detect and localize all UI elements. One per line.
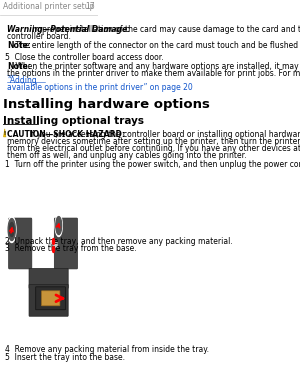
Text: “Adding: “Adding <box>7 76 37 85</box>
Text: 3  Remove the tray from the base.: 3 Remove the tray from the base. <box>4 244 136 253</box>
FancyBboxPatch shape <box>9 218 32 269</box>
Text: them off as well, and unplug any cables going into the printer.: them off as well, and unplug any cables … <box>7 151 247 160</box>
Text: If you are accessing the controller board or installing optional hardware or: If you are accessing the controller boar… <box>27 130 300 139</box>
FancyBboxPatch shape <box>36 287 65 310</box>
Polygon shape <box>4 129 6 137</box>
Text: memory devices sometime after setting up the printer, then turn the printer off,: memory devices sometime after setting up… <box>7 137 300 146</box>
Text: 5  Insert the tray into the base.: 5 Insert the tray into the base. <box>4 353 124 362</box>
FancyBboxPatch shape <box>29 268 68 288</box>
Circle shape <box>52 246 55 253</box>
Text: 4  Remove any packing material from inside the tray.: 4 Remove any packing material from insid… <box>4 345 208 354</box>
Text: CAUTION—SHOCK HAZARD:: CAUTION—SHOCK HAZARD: <box>7 130 125 139</box>
Text: Note:: Note: <box>7 62 31 71</box>
Text: Installing hardware options: Installing hardware options <box>3 98 209 111</box>
FancyArrowPatch shape <box>10 228 13 233</box>
Text: Warning—Potential Damage:: Warning—Potential Damage: <box>7 25 130 34</box>
Text: the options in the printer driver to make them available for print jobs. For mor: the options in the printer driver to mak… <box>7 69 300 78</box>
Text: .: . <box>45 83 47 92</box>
Text: Additional printer setup: Additional printer setup <box>3 2 94 11</box>
Text: !: ! <box>4 131 6 136</box>
Circle shape <box>55 215 62 237</box>
FancyArrowPatch shape <box>56 295 63 301</box>
Circle shape <box>52 239 55 244</box>
Text: When the printer software and any hardware options are installed, it may be nece: When the printer software and any hardwa… <box>13 62 300 71</box>
Text: 2  Unpack the tray, and then remove any packing material.: 2 Unpack the tray, and then remove any p… <box>4 237 232 246</box>
Text: Installing optional trays: Installing optional trays <box>3 116 144 126</box>
Text: The entire length of the connector on the card must touch and be flushed against: The entire length of the connector on th… <box>13 41 300 50</box>
Text: from the electrical outlet before continuing. If you have any other devices atta: from the electrical outlet before contin… <box>7 144 300 153</box>
Text: 1  Turn off the printer using the power switch, and then unplug the power cord f: 1 Turn off the printer using the power s… <box>4 160 300 169</box>
Text: 5  Close the controller board access door.: 5 Close the controller board access door… <box>4 53 163 62</box>
Circle shape <box>8 217 16 242</box>
Text: available options in the print driver” on page 20: available options in the print driver” o… <box>7 83 193 92</box>
FancyBboxPatch shape <box>42 291 60 306</box>
Text: 17: 17 <box>85 2 95 11</box>
FancyBboxPatch shape <box>29 284 68 316</box>
Circle shape <box>8 218 15 241</box>
FancyArrowPatch shape <box>56 224 60 228</box>
Text: Improper installation of the card may cause damage to the card and the: Improper installation of the card may ca… <box>30 25 300 34</box>
Circle shape <box>10 223 14 237</box>
Circle shape <box>56 217 62 234</box>
Text: Note:: Note: <box>7 41 31 50</box>
FancyBboxPatch shape <box>54 218 77 269</box>
Text: controller board.: controller board. <box>7 32 71 41</box>
